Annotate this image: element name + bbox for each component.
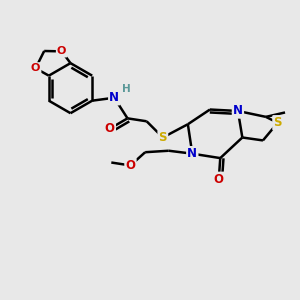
Text: N: N (233, 104, 243, 118)
Text: O: O (105, 122, 115, 135)
Text: H: H (122, 85, 131, 94)
Text: N: N (109, 91, 119, 104)
Text: S: S (273, 116, 282, 129)
Text: S: S (159, 131, 167, 144)
Text: O: O (57, 46, 66, 56)
Text: O: O (214, 173, 224, 186)
Text: O: O (31, 63, 40, 73)
Text: N: N (187, 147, 197, 160)
Text: O: O (125, 159, 136, 172)
